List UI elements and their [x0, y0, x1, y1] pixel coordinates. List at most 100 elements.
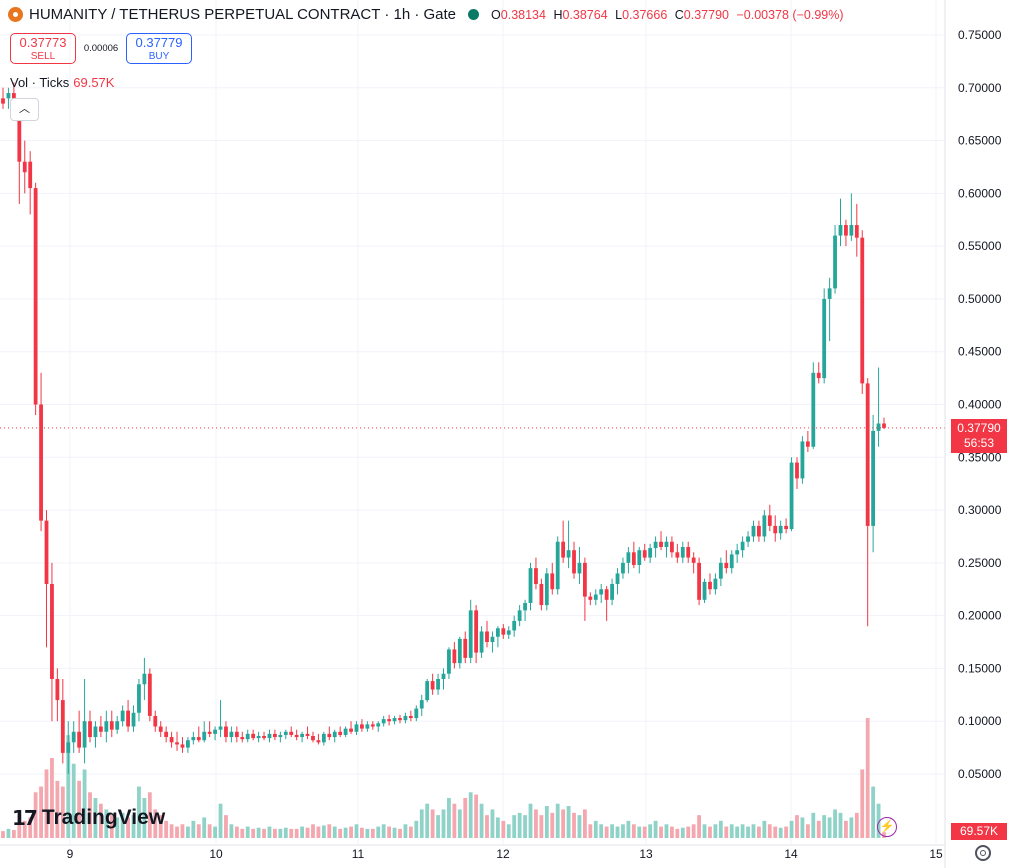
volume-bar [109, 815, 114, 838]
candle-body [316, 740, 321, 743]
candle-body [735, 550, 740, 555]
volume-bar [436, 815, 440, 838]
volume-bar [577, 815, 582, 838]
bar-countdown: 56:53 [963, 436, 995, 450]
symbol-title[interactable]: HUMANITY / TETHERUS PERPETUAL CONTRACT ·… [29, 6, 457, 23]
collapse-legend-button[interactable]: ︿ [10, 98, 39, 121]
candle-body [115, 721, 120, 730]
volume-bar [805, 824, 810, 838]
candle-body [718, 562, 723, 579]
volume-bar [50, 758, 54, 838]
volume-bar [773, 826, 778, 838]
candle-body [713, 578, 718, 590]
candle-body [321, 733, 326, 743]
price-tick-label: 0.60000 [958, 186, 1002, 200]
candle-body [213, 729, 217, 734]
volume-bar [175, 826, 179, 838]
volume-bar [849, 817, 854, 838]
candle-body [757, 525, 761, 537]
tradingview-mark-icon: 17 [12, 806, 38, 830]
humanity-coin-icon[interactable] [8, 7, 23, 22]
volume-bar [800, 817, 805, 838]
candle-body [876, 423, 881, 431]
candle-body [273, 733, 277, 738]
candle-body [599, 589, 604, 595]
settings-gear-icon[interactable] [975, 845, 991, 861]
volume-bar [414, 820, 419, 838]
sell-button[interactable]: 0.37773 SELL [10, 33, 76, 64]
tradingview-logo[interactable]: 17 TradingView [12, 806, 165, 830]
candle-body [702, 581, 707, 600]
last-volume-label: 69.57K [951, 823, 1007, 840]
candle-body [517, 610, 522, 621]
candle-body [457, 638, 462, 664]
time-axis[interactable]: 9 10 11 12 13 14 15 [67, 847, 943, 861]
volume-bar [240, 828, 245, 838]
candle-body [153, 715, 158, 727]
candle-body [631, 552, 636, 565]
volume-bar [735, 826, 740, 838]
buy-price: 0.37779 [135, 35, 183, 50]
candle-body [789, 462, 794, 530]
buy-button[interactable]: 0.37779 BUY [126, 33, 192, 64]
candle-body [93, 726, 98, 738]
volume-bar [147, 792, 152, 838]
candle-body [670, 541, 674, 553]
chevron-up-icon: ︿ [19, 103, 30, 115]
volume-bar [71, 763, 76, 838]
volume-bar [561, 809, 566, 838]
volume-bar [680, 827, 685, 838]
volume-bar [104, 809, 109, 838]
candle-body [419, 700, 424, 709]
volume-bar [811, 812, 816, 838]
candle-body [534, 568, 538, 584]
volume-bar [262, 828, 266, 838]
spread-value: 0.00006 [83, 43, 119, 54]
lightning-icon[interactable]: ⚡ [877, 817, 897, 837]
candle-body [349, 728, 353, 732]
candle-body [572, 550, 576, 574]
price-tick-label: 0.30000 [958, 503, 1002, 517]
sell-label: SELL [30, 51, 56, 62]
candle-body [844, 225, 848, 236]
volume-bar [490, 809, 495, 838]
volume-bar [300, 826, 305, 838]
volume-bar [708, 826, 712, 838]
volume-bar [360, 827, 364, 838]
candle-body [506, 630, 511, 635]
volume-bar [468, 792, 473, 838]
candle-body [126, 710, 130, 727]
volume-bar [860, 769, 865, 838]
ohlc-close-value: 0.37790 [683, 7, 729, 22]
volume-bar [865, 718, 870, 838]
candle-body [784, 525, 789, 530]
candle-body [708, 581, 712, 590]
volume-bar [621, 824, 625, 838]
candle-body [71, 731, 76, 743]
price-axis[interactable]: 0.75000 0.70000 0.65000 0.60000 0.55000 0.500… [958, 28, 1002, 781]
volume-bar [746, 826, 750, 838]
volume-bar [196, 824, 201, 838]
volume-legend-label: Vol · Ticks [10, 75, 70, 90]
volume-bar [854, 812, 859, 838]
candle-body [109, 721, 114, 730]
candle-body [425, 681, 430, 701]
volume-bar [224, 815, 228, 838]
volume-bar [283, 827, 288, 838]
candle-body [686, 547, 691, 558]
candle-body [778, 525, 783, 534]
market-open-icon [468, 9, 480, 20]
candle-body [365, 724, 370, 729]
candle-body [6, 93, 11, 99]
candle-body [653, 541, 658, 549]
candle-body [767, 515, 772, 526]
volume-bar [615, 826, 620, 838]
candle-body [251, 733, 256, 739]
volume-legend[interactable]: Vol · Ticks 69.57K [10, 75, 114, 90]
candle-body [229, 731, 234, 738]
candle-body [398, 718, 402, 721]
volume-bar [381, 824, 386, 838]
volume-bar [740, 824, 745, 838]
volume-bar [789, 820, 794, 838]
